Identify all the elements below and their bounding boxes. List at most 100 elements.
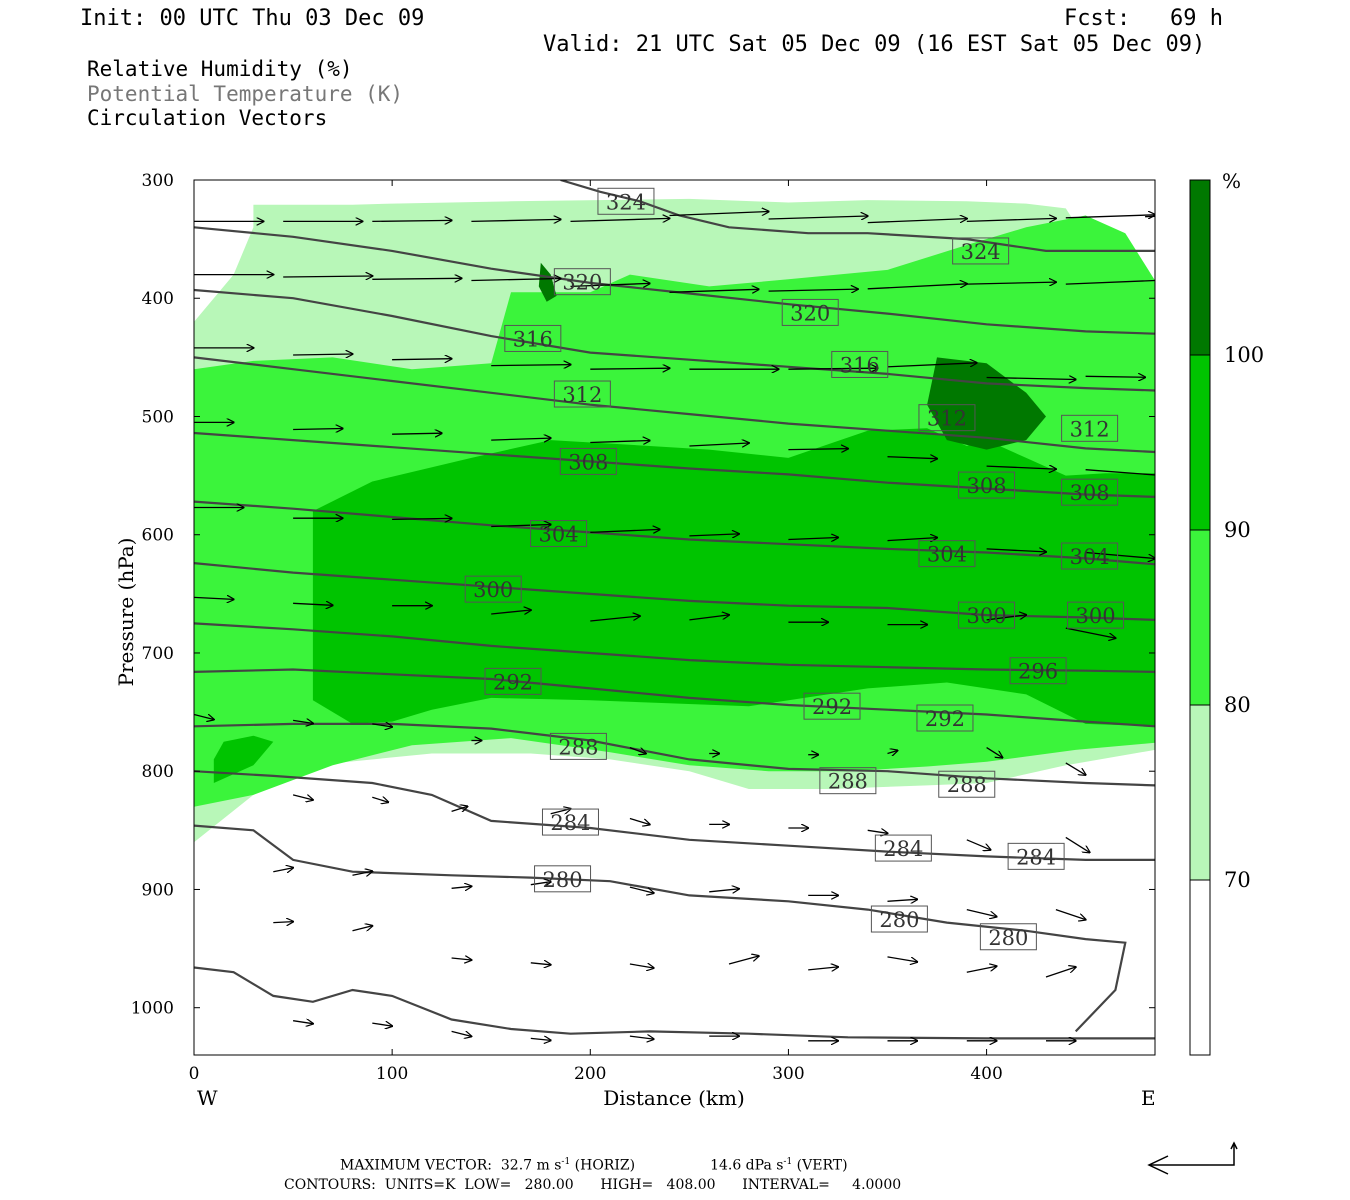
rh-region-100-5	[538, 262, 557, 302]
y-tick-label: 400	[142, 289, 174, 309]
circulation-vector	[669, 289, 759, 292]
y-tick-label: 500	[142, 407, 174, 427]
circulation-vector	[293, 429, 343, 430]
circulation-vector	[292, 794, 313, 800]
x-tick-label: 100	[376, 1064, 408, 1084]
circulation-vector	[709, 889, 739, 892]
colorbar-level-label: 90	[1224, 518, 1251, 542]
circulation-vector	[451, 958, 472, 960]
theta-label-284: 284	[1016, 845, 1056, 869]
circulation-vector	[392, 359, 452, 360]
plot-frame	[193, 179, 1156, 1056]
x-tick-label: 200	[574, 1064, 606, 1084]
theta-label-box	[819, 767, 877, 795]
circulation-vector	[986, 378, 1076, 380]
circulation-vector	[768, 289, 858, 291]
circulation-vector	[788, 368, 877, 369]
theta-label-box	[1067, 601, 1125, 629]
theta-label-box	[484, 667, 542, 695]
theta-label-box	[874, 834, 932, 862]
theta-label-box	[530, 520, 588, 548]
theta-label-324: 324	[961, 240, 1001, 264]
theta-label-324: 324	[606, 190, 646, 214]
circulation-vector	[392, 433, 442, 434]
circulation-vector	[1065, 836, 1090, 852]
theta-label-box	[916, 704, 974, 732]
circulation-vector	[273, 922, 293, 923]
circulation-vector	[669, 212, 769, 217]
theta-contour-316	[194, 288, 1155, 392]
circulation-vector	[194, 597, 234, 599]
circulation-vector	[887, 538, 938, 541]
circulation-vector	[471, 279, 560, 281]
y-axis-label: Pressure (hPa)	[114, 538, 138, 687]
theta-label-box	[958, 471, 1016, 499]
theta-label-304: 304	[927, 543, 967, 567]
theta-label-box	[803, 692, 861, 720]
circulation-vector	[887, 899, 918, 901]
theta-contour-320	[194, 226, 1155, 335]
x-axis-label: Distance (km)	[603, 1086, 745, 1110]
theta-label-box	[549, 732, 607, 760]
circulation-vector	[491, 525, 551, 527]
rh-region-90-2	[312, 428, 1155, 727]
circulation-vector	[629, 886, 654, 893]
circulation-vector	[887, 457, 938, 459]
theta-label-box	[597, 187, 655, 215]
theta-label-296: 296	[1018, 660, 1058, 684]
circulation-vector	[887, 363, 977, 368]
circulation-vector	[768, 216, 868, 219]
circulation-vector	[867, 830, 888, 833]
circulation-vector	[966, 839, 991, 850]
circulation-vector	[966, 218, 1056, 221]
theta-label-box	[553, 268, 611, 296]
theta-contour-324	[560, 180, 1155, 252]
circulation-vector	[194, 713, 214, 720]
circulation-vector	[1065, 279, 1155, 285]
theta-label-box	[918, 404, 976, 432]
circulation-vector	[629, 817, 650, 825]
circulation-vector	[372, 278, 461, 279]
circulation-vector	[629, 1036, 654, 1039]
colorbar-level-label: 70	[1224, 868, 1251, 892]
circulation-vector	[1065, 762, 1086, 775]
circulation-vector	[372, 724, 392, 727]
circulation-vector	[273, 868, 293, 872]
theta-label-312: 312	[562, 383, 602, 407]
contours-info-text: CONTOURS: UNITS=K LOW= 280.00 HIGH= 408.…	[284, 1177, 902, 1193]
theta-contour-304	[194, 500, 1155, 566]
legend-circulation-vectors: Circulation Vectors	[87, 106, 328, 130]
theta-label-308: 308	[1070, 481, 1110, 505]
theta-label-box	[534, 865, 592, 893]
theta-label-box	[1061, 478, 1119, 506]
circulation-vector	[867, 284, 967, 290]
legend-relative-humidity: Relative Humidity (%)	[87, 57, 353, 81]
circulation-vector	[471, 219, 560, 221]
theta-label-292: 292	[812, 695, 852, 719]
colorbar-unit: %	[1222, 169, 1241, 193]
theta-label-box	[541, 808, 599, 836]
legend-potential-temperature: Potential Temperature (K)	[87, 82, 404, 106]
circulation-vector	[1085, 469, 1155, 476]
circulation-vector	[451, 806, 468, 811]
theta-label-box	[559, 447, 617, 475]
theta-label-316: 316	[513, 327, 553, 351]
circulation-vector	[570, 218, 670, 221]
circulation-vector	[372, 1023, 392, 1026]
circulation-vector	[590, 441, 649, 443]
theta-label-300: 300	[1076, 604, 1116, 628]
theta-label-288: 288	[828, 770, 868, 794]
circulation-vector	[283, 276, 372, 277]
circulation-vector	[986, 615, 1027, 621]
theta-label-box	[831, 350, 889, 378]
theta-label-box	[553, 380, 611, 408]
theta-label-312: 312	[927, 407, 967, 431]
theta-label-280: 280	[543, 868, 583, 892]
rh-region-90-3	[213, 735, 274, 783]
circulation-vector	[629, 746, 646, 754]
circulation-vector	[530, 963, 551, 965]
theta-label-box	[781, 298, 839, 326]
circulation-vector	[392, 518, 452, 519]
forecast-hour: Fcst: 69 h	[1064, 6, 1223, 31]
